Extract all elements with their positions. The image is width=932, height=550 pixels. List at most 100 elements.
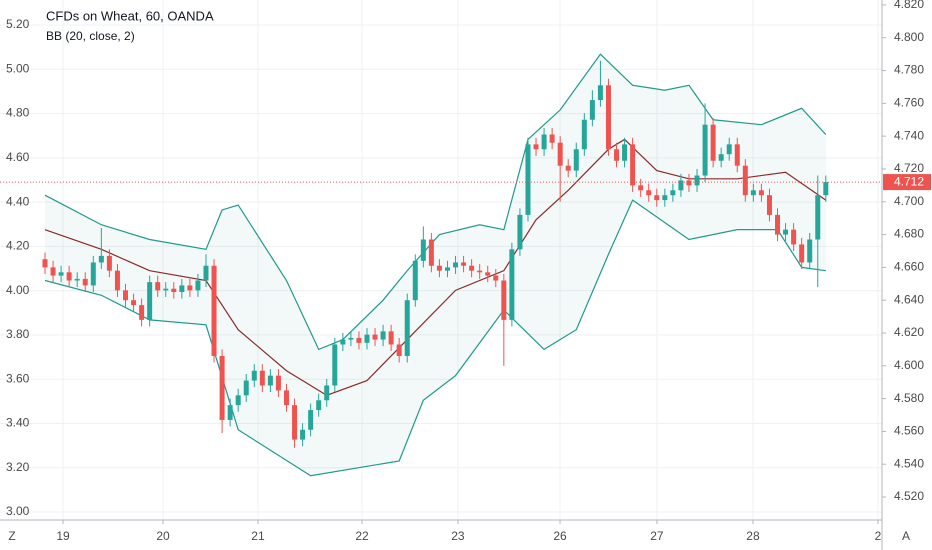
candle-body — [259, 370, 265, 386]
candle-body — [734, 144, 740, 166]
candle-body — [710, 124, 716, 161]
candle-body — [292, 405, 298, 440]
candle-body — [477, 270, 483, 273]
candle-body — [525, 144, 531, 215]
y2-tick-label: 3.80 — [6, 327, 30, 341]
candle-body — [179, 285, 185, 292]
candle-body — [678, 180, 684, 191]
scale-button[interactable]: A — [902, 529, 910, 543]
candle-body — [219, 355, 225, 420]
x-tick-label: 19 — [56, 529, 70, 543]
candle-body — [50, 267, 56, 276]
candle-body — [758, 190, 764, 196]
candle-body — [549, 134, 555, 143]
candle-body — [670, 190, 676, 196]
candle-body — [283, 390, 289, 406]
y-tick-label: 4.660 — [894, 260, 924, 274]
candle-body — [517, 214, 523, 250]
candle-body — [340, 339, 346, 345]
y2-tick-label: 4.60 — [6, 150, 30, 164]
candle-body — [597, 85, 603, 101]
y-tick-label: 4.720 — [894, 161, 924, 175]
plot-area — [0, 53, 882, 477]
candle-body — [694, 175, 700, 186]
candle-body — [565, 165, 571, 171]
candle-body — [404, 300, 410, 356]
candle-body — [74, 278, 80, 281]
candle-body — [444, 267, 450, 271]
candle-body — [90, 262, 96, 286]
candle-body — [581, 119, 587, 150]
x-tick-label: 27 — [650, 529, 664, 543]
candle-body — [171, 288, 177, 292]
candle-body — [605, 85, 611, 150]
last-price-label: 4.712 — [894, 174, 924, 188]
candle-body — [493, 275, 499, 281]
y2-tick-label: 4.20 — [6, 239, 30, 253]
y2-tick-label: 4.80 — [6, 106, 30, 120]
candle-body — [332, 344, 338, 386]
candle-body — [686, 180, 692, 186]
candle-body — [533, 144, 539, 150]
candle-body — [203, 265, 209, 281]
candle-body — [630, 144, 636, 186]
indicator-label: BB (20, close, 2) — [46, 29, 135, 43]
candle-body — [388, 331, 394, 345]
candle-body — [557, 142, 563, 166]
candle-body — [469, 265, 475, 271]
y2-tick-label: 4.00 — [6, 283, 30, 297]
candle-body — [187, 285, 193, 291]
candle-body — [823, 182, 829, 196]
candle-body — [139, 305, 145, 320]
candle-body — [453, 262, 459, 268]
candle-body — [308, 410, 314, 430]
y-tick-label: 4.760 — [894, 96, 924, 110]
candle-body — [509, 249, 515, 320]
y-tick-label: 4.740 — [894, 128, 924, 142]
candle-body — [541, 134, 547, 150]
x-tick-label: 28 — [746, 529, 760, 543]
candle-body — [815, 195, 821, 240]
y-tick-label: 4.800 — [894, 30, 924, 44]
y2-tick-label: 3.40 — [6, 416, 30, 430]
y2-tick-label: 3.00 — [6, 504, 30, 518]
candle-body — [702, 124, 708, 176]
y-tick-label: 4.600 — [894, 358, 924, 372]
candle-body — [98, 255, 104, 263]
candle-body — [485, 272, 491, 276]
candle-body — [726, 144, 732, 155]
candle-body — [364, 334, 370, 343]
chart-title: CFDs on Wheat, 60, OANDA — [46, 8, 214, 23]
candle-body — [356, 337, 362, 343]
y2-tick-label: 5.00 — [6, 61, 30, 75]
candle-body — [589, 100, 595, 120]
scale-button[interactable]: Z — [8, 529, 15, 543]
last-price-badge — [883, 174, 931, 191]
candle-body — [783, 229, 789, 235]
candle-body — [614, 149, 620, 161]
candle-body — [348, 337, 354, 340]
y-tick-label: 4.620 — [894, 325, 924, 339]
candle-body — [106, 255, 112, 271]
candle-body — [131, 300, 137, 306]
candle-body — [501, 280, 507, 320]
x-tick-label: 22 — [355, 529, 369, 543]
x-tick-label: 2 — [875, 529, 882, 543]
x-tick-label: 26 — [553, 529, 567, 543]
candle-body — [412, 260, 418, 301]
candle-body — [147, 282, 153, 320]
candle-body — [316, 400, 322, 411]
candle-body — [420, 239, 426, 261]
y-tick-label: 4.540 — [894, 456, 924, 470]
candle-body — [66, 272, 72, 281]
y2-tick-label: 3.20 — [6, 460, 30, 474]
candle-body — [195, 280, 201, 291]
candle-body — [428, 239, 434, 266]
y2-tick-label: 4.40 — [6, 194, 30, 208]
candle-body — [622, 144, 628, 161]
candle-body — [42, 259, 48, 268]
y-tick-label: 4.700 — [894, 194, 924, 208]
candle-body — [243, 380, 249, 396]
